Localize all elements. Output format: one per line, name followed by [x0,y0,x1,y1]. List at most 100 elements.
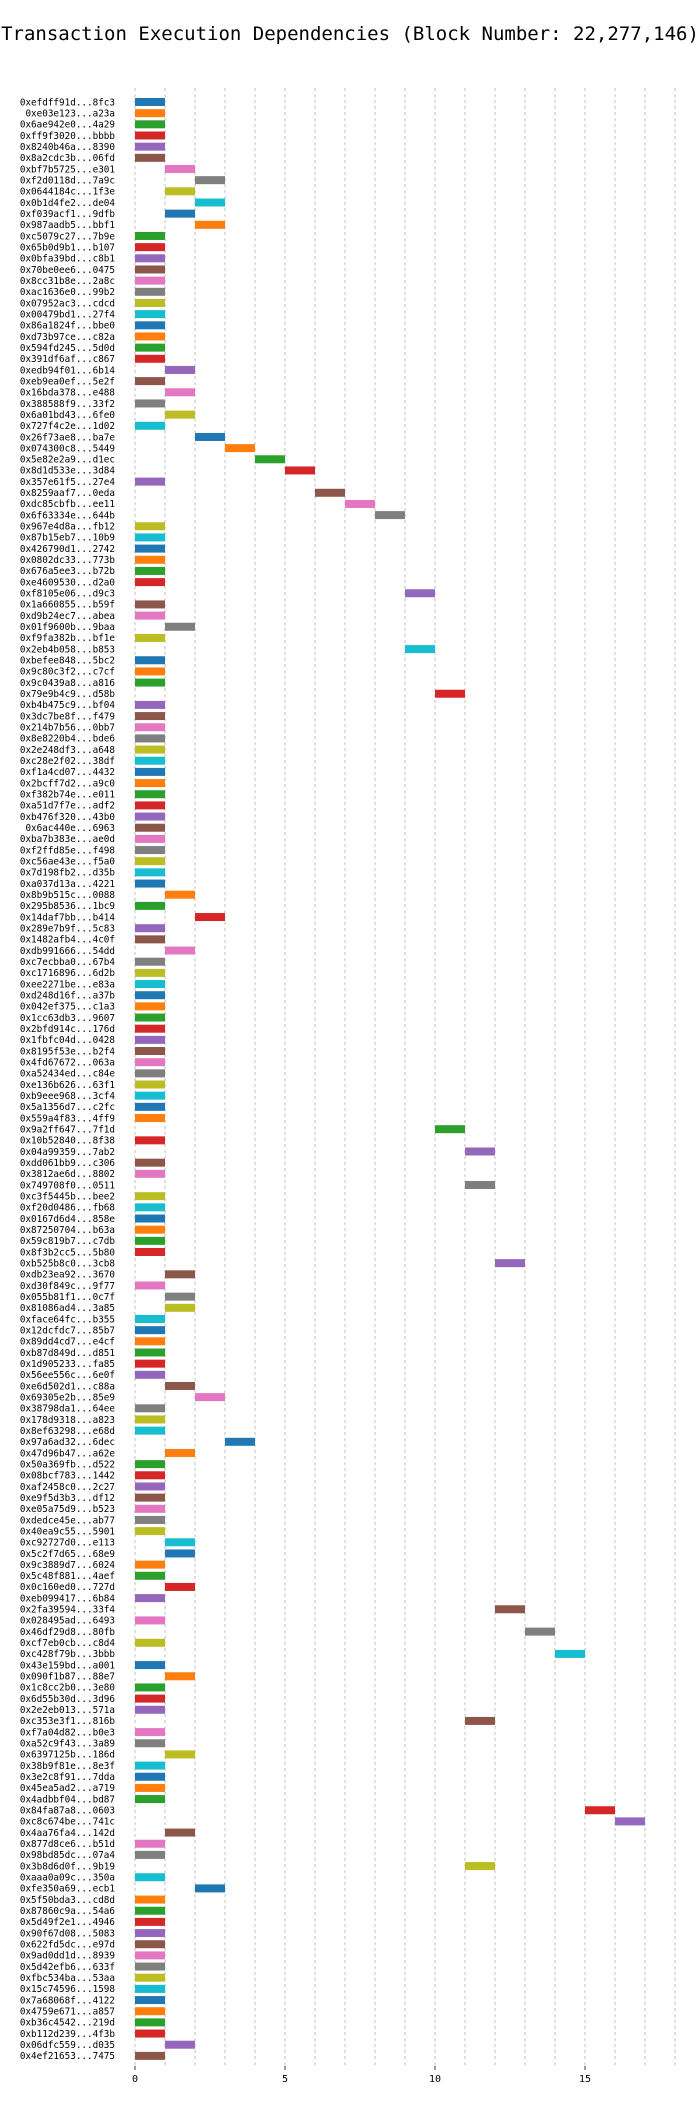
tx-label: 0x2e248df3...a648 [20,745,115,756]
tx-label: 0x074300c8...5449 [20,443,115,454]
tx-bar [135,120,165,129]
tx-bar [135,2029,165,2038]
tx-label: 0x8259aaf7...0eda [20,488,115,499]
tx-bar [135,1370,165,1379]
tx-label: 0x3e2c8f91...7dda [20,1772,115,1783]
tx-bar [135,1192,165,1201]
tx-label: 0xff9f3020...bbbb [20,131,116,142]
tx-bar [135,1694,165,1703]
tx-bar [135,700,165,709]
tx-bar [135,1047,165,1056]
tx-label: 0xedb94f01...6b14 [20,365,116,376]
tx-bar [375,511,405,520]
tx-label: 0x559a4f83...4ff9 [20,1113,115,1124]
tx-bar [135,354,165,363]
tx-bar [135,1895,165,1904]
grid-lines [134,88,676,2066]
tx-bar [135,1705,165,1714]
tx-bar [135,1839,165,1848]
tx-label: 0x391df6af...c867 [20,354,115,365]
tx-bar [165,622,195,631]
y-axis-labels: 0xefdff91d...8fc30xe03e123...a23a0x6ae94… [20,97,116,2062]
tx-label: 0x46df29d8...80fb [20,1627,116,1638]
tx-bar [135,298,165,307]
tx-bar [135,812,165,821]
tx-label: 0x90f67d08...5083 [20,1928,115,1939]
tx-bar [135,1359,165,1368]
tx-bar [255,455,285,464]
tx-bar [585,1806,615,1815]
tx-label: 0x5c2f7d65...68e9 [20,1549,115,1560]
tx-label: 0x0644184c...1f3e [20,187,116,198]
tx-bar [135,1929,165,1938]
tx-label: 0xc428f79b...3bbb [20,1649,116,1660]
tx-bar [135,1158,165,1167]
tx-label: 0x9c3889d7...6024 [20,1560,116,1571]
tx-label: 0x59c819b7...c7db [20,1236,116,1247]
tx-bar [555,1649,585,1658]
chart-title: Transaction Execution Dependencies (Bloc… [1,23,699,45]
tx-label: 0x388588f9...33f2 [20,399,115,410]
tx-bar [135,1337,165,1346]
tx-label: 0x178d9318...a823 [20,1415,115,1426]
tx-label: 0x987aadb5...bbf1 [20,220,115,231]
tx-bar [135,477,165,486]
tx-label: 0x16bda378...e488 [20,388,115,399]
tx-label: 0x07952ac3...cdcd [20,298,115,309]
tx-label: 0xac1636e0...99b2 [20,287,115,298]
tx-label: 0x79e9b4c9...d58b [20,689,116,700]
tx-label: 0xeb9ea0ef...5e2f [20,376,115,387]
tx-bar [135,1415,165,1424]
tx-bar [135,1661,165,1670]
tx-label: 0xf382b74e...e011 [20,790,115,801]
tx-label: 0x5d49f2e1...4946 [20,1917,115,1928]
tx-bar [135,756,165,765]
tx-bar [135,1471,165,1480]
tx-label: 0x9c80c3f2...c7cf [20,667,115,678]
tx-label: 0x8a2cdc3b...06fd [20,153,115,164]
tx-label: 0x042ef375...c1a3 [20,1002,115,1013]
tx-bar [135,265,165,274]
tx-bar [135,1035,165,1044]
tx-label: 0xc5079c27...7b9e [20,231,116,242]
tx-label: 0xb112d239...4f3b [20,2029,116,2040]
tx-bar [135,1404,165,1413]
tx-label: 0x65b0d9b1...b107 [20,242,115,253]
tx-label: 0x8b9b515c...0088 [20,890,115,901]
tx-bar [135,1783,165,1792]
tx-bar [135,1951,165,1960]
tx-bar [165,1381,195,1390]
tx-bar [135,1984,165,1993]
tx-label: 0x594fd245...5d0d [20,343,115,354]
tx-label: 0xd248d16f...a37b [20,991,116,1002]
tx-label: 0xf1a4cd07...4432 [20,767,115,778]
tx-label: 0xdedce45e...ab77 [20,1515,115,1526]
tx-label: 0xb36c4542...219d [20,2018,115,2029]
tx-label: 0xf2d0118d...7a9c [20,175,115,186]
tx-bar [165,1549,195,1558]
tx-label: 0x87b15eb7...10b9 [20,533,115,544]
tx-bar [135,935,165,944]
tx-label: 0xe4609530...d2a0 [20,577,115,588]
tx-label: 0xc28e2f02...38df [20,756,115,767]
tx-bar [135,834,165,843]
tx-label: 0x3dc7be8f...f479 [20,711,115,722]
tx-bar [135,968,165,977]
tx-label: 0x295b8536...1bc9 [20,901,115,912]
tx-label: 0x8f3b2cc5...5b80 [20,1247,115,1258]
tx-bar [135,1493,165,1502]
tx-bar [165,1672,195,1681]
tx-bar [135,1482,165,1491]
tx-bar [135,767,165,776]
tx-bar [135,846,165,855]
tx-label: 0x6f63334e...644b [20,510,116,521]
tx-bar [135,868,165,877]
tx-bar [135,633,165,642]
tx-bar [135,1281,165,1290]
tx-bar [135,2007,165,2016]
tx-bar [135,243,165,252]
tx-label: 0x70be0ee6...0475 [20,265,115,276]
tx-bar [165,410,195,419]
tx-label: 0x00479bd1...27f4 [20,309,116,320]
